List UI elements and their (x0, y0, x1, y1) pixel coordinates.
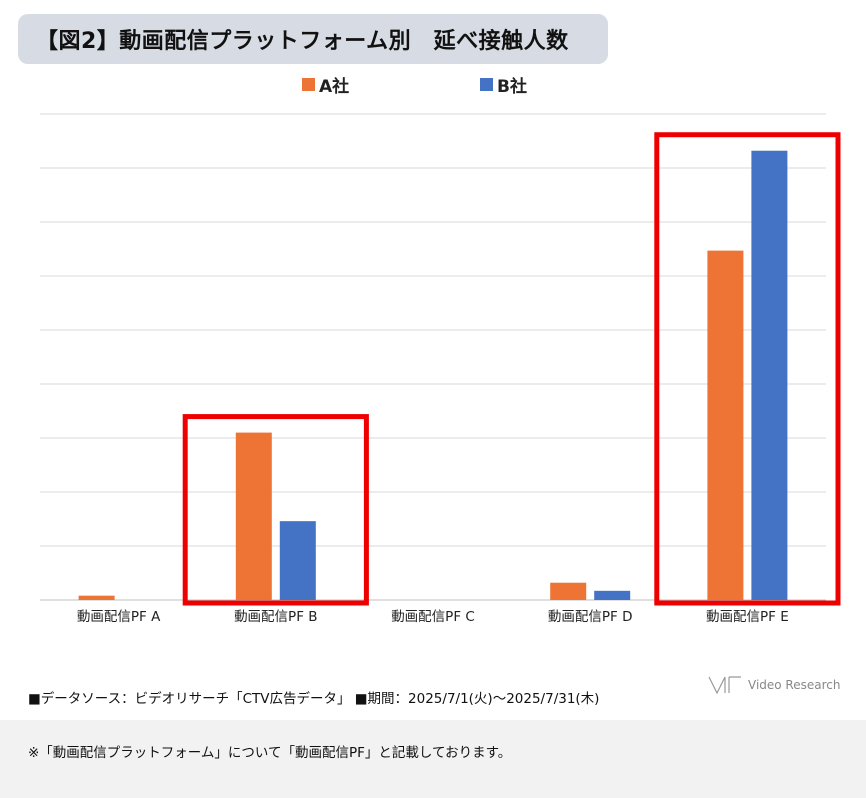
legend-swatch-b (480, 78, 493, 91)
x-tick-label: 動画配信PF A (77, 609, 161, 625)
legend-item-a: A社 (302, 72, 349, 97)
legend-item-b: B社 (480, 72, 527, 97)
bar-a-0 (78, 595, 115, 600)
footer-note-line: ※「動画配信プラットフォーム」について「動画配信PF」と記載しております。 (28, 745, 512, 761)
vr-logo-icon (708, 676, 741, 694)
legend-label-b: B社 (497, 77, 527, 97)
footer-source-line: ■データソース：ビデオリサーチ「CTV広告データ」 ■期間：2025/7/1(火… (28, 691, 600, 707)
legend-swatch-a (302, 78, 315, 91)
bar-b-4 (751, 150, 788, 600)
bar-chart: 動画配信PF A 動画配信PF B 動画配信PF C 動画配信PF D 動画配信PF E (40, 113, 841, 625)
chart-title: 【図2】動画配信プラットフォーム別 延べ接触人数 (18, 14, 608, 64)
x-tick-label: 動画配信PF C (391, 609, 475, 625)
brand: Video Research (708, 676, 840, 694)
bar-b-3 (594, 590, 631, 600)
bar-a-4 (707, 250, 744, 600)
bar-b-1 (279, 521, 316, 600)
x-tick-label: 動画配信PF E (706, 609, 789, 625)
bar-a-1 (235, 432, 272, 600)
x-tick-label: 動画配信PF D (548, 609, 633, 625)
bar-a-3 (550, 582, 587, 600)
brand-name: Video Research (748, 678, 841, 692)
x-tick-label: 動画配信PF B (234, 609, 317, 625)
legend: A社 B社 (0, 72, 866, 98)
highlight-box (654, 132, 841, 606)
highlight-box (182, 414, 369, 606)
legend-label-a: A社 (319, 77, 350, 97)
footer: ■データソース：ビデオリサーチ「CTV広告データ」 ■期間：2025/7/1(火… (28, 654, 599, 798)
